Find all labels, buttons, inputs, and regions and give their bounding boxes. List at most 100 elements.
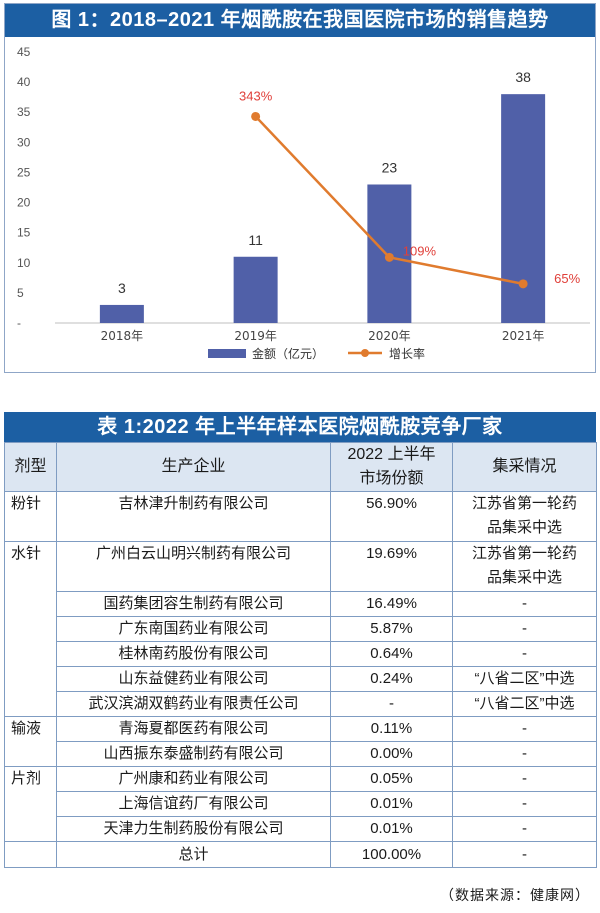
figure-title: 图 1：2018–2021 年烟酰胺在我国医院市场的销售趋势 — [5, 4, 595, 37]
y-tick-label: 25 — [17, 165, 31, 179]
company-cell: 武汉滨湖双鹤药业有限责任公司 — [56, 691, 331, 717]
table-row: 桂林南药股份有限公司 0.64% - — [5, 641, 597, 667]
table-row: 水针 广州白云山明兴制药有限公司 19.69% 江苏省第一轮药 品集采中选 — [4, 541, 597, 717]
company-cell: 山东益健药业有限公司 — [56, 666, 331, 692]
y-tick-label: 5 — [17, 286, 24, 300]
company-cell: 吉林津升制药有限公司 — [56, 491, 331, 542]
column-header: 2022 上半年 市场份额 — [330, 442, 453, 492]
company-cell: 广州康和药业有限公司 — [56, 766, 331, 792]
market-share-cell: - — [330, 691, 453, 717]
bar — [99, 304, 144, 323]
table-row: 武汉滨湖双鹤药业有限责任公司 - “八省二区”中选 — [5, 691, 597, 717]
table-row: 输液 青海夏都医药有限公司 0.11% - — [4, 716, 597, 767]
table-row: 广东南国药业有限公司 5.87% - — [5, 616, 597, 642]
table-row: 粉针 吉林津升制药有限公司 56.90% 江苏省第一轮药 品集采中选 — [4, 491, 597, 542]
bar — [501, 94, 546, 324]
procurement-cell: - — [452, 741, 597, 767]
bar-value-label: 3 — [118, 280, 126, 296]
company-cell: 天津力生制药股份有限公司 — [56, 816, 331, 842]
legend-label-rate: 增长率 — [389, 346, 425, 361]
table-header-row: 剂型 生产企业 2022 上半年 市场份额 集采情况 — [4, 442, 597, 492]
sales-trend-figure: 图 1：2018–2021 年烟酰胺在我国医院市场的销售趋势 45 40 35 30 2… — [4, 3, 596, 373]
competitor-table: 剂型 生产企业 2022 上半年 市场份额 集采情况 粉针 吉林津升制药有限公司 56.9… — [4, 442, 597, 868]
company-cell: 山西振东泰盛制药有限公司 — [56, 741, 331, 767]
y-tick-label: 20 — [17, 196, 31, 210]
growth-rate-label: 65% — [554, 271, 580, 286]
company-cell: 国药集团容生制药有限公司 — [56, 591, 331, 617]
table-row: 天津力生制药股份有限公司 0.01% - — [5, 816, 597, 842]
market-share-cell: 5.87% — [330, 616, 453, 642]
y-tick-label: 45 — [17, 45, 31, 59]
procurement-cell: 江苏省第一轮药 品集采中选 — [452, 491, 597, 542]
company-cell: 桂林南药股份有限公司 — [56, 641, 331, 667]
x-tick-label: 2018年 — [101, 329, 144, 343]
total-blank-cell — [4, 841, 57, 868]
market-share-cell: 0.24% — [330, 666, 453, 692]
procurement-cell: “八省二区”中选 — [452, 691, 597, 717]
y-tick-label: 10 — [17, 256, 31, 270]
market-share-cell: 16.49% — [330, 591, 453, 617]
market-share-cell: 0.01% — [330, 816, 453, 842]
bar-value-label: 23 — [382, 159, 398, 175]
procurement-cell: - — [452, 616, 597, 642]
growth-rate-point — [251, 111, 261, 121]
growth-rate-point — [384, 252, 394, 262]
x-tick-label: 2020年 — [368, 329, 411, 343]
x-tick-label: 2019年 — [234, 329, 277, 343]
procurement-cell: - — [452, 591, 597, 617]
procurement-cell: - — [452, 816, 597, 842]
table-row: 山东益健药业有限公司 0.24% “八省二区”中选 — [5, 666, 597, 692]
y-tick-label: 30 — [17, 135, 31, 149]
table-row: 片剂 广州康和药业有限公司 0.05% - — [4, 766, 597, 842]
column-header: 剂型 — [4, 442, 57, 492]
table-row: 山西振东泰盛制药有限公司 0.00% - — [5, 741, 597, 767]
market-share-cell: 0.00% — [330, 741, 453, 767]
legend-swatch-amount — [208, 349, 246, 358]
data-source-note: （数据来源：健康网） — [440, 888, 590, 904]
bar-value-label: 11 — [248, 232, 263, 248]
y-tick-label: 35 — [17, 105, 31, 119]
company-cell: 广州白云山明兴制药有限公司 — [56, 541, 331, 592]
total-share-cell: 100.00% — [330, 841, 453, 868]
total-label-cell: 总计 — [56, 841, 331, 868]
dosage-form-cell: 水针 — [4, 541, 57, 717]
procurement-cell: - — [452, 641, 597, 667]
market-share-cell: 0.64% — [330, 641, 453, 667]
dosage-form-cell: 片剂 — [4, 766, 57, 842]
company-cell: 青海夏都医药有限公司 — [56, 716, 331, 742]
bar — [233, 256, 278, 323]
dosage-form-cell: 粉针 — [4, 491, 57, 542]
total-procurement-cell: - — [452, 841, 597, 868]
column-header: 集采情况 — [452, 442, 597, 492]
market-share-cell: 56.90% — [330, 491, 453, 542]
table-row: 上海信谊药厂有限公司 0.01% - — [5, 791, 597, 817]
table-row: 国药集团容生制药有限公司 16.49% - — [5, 591, 597, 617]
company-cell: 上海信谊药厂有限公司 — [56, 791, 331, 817]
growth-rate-label: 109% — [403, 243, 437, 258]
x-tick-label: 2021年 — [502, 329, 545, 343]
column-header: 生产企业 — [56, 442, 331, 492]
company-cell: 广东南国药业有限公司 — [56, 616, 331, 642]
procurement-cell: 江苏省第一轮药 品集采中选 — [452, 541, 597, 592]
total-row: 总计 100.00% - — [4, 841, 597, 868]
growth-rate-label: 343% — [239, 88, 273, 103]
market-share-cell: 19.69% — [330, 541, 453, 592]
procurement-cell: - — [452, 766, 597, 792]
market-share-cell: 0.11% — [330, 716, 453, 742]
y-tick-label: - — [17, 316, 21, 330]
procurement-cell: - — [452, 716, 597, 742]
y-tick-label: 15 — [17, 226, 31, 240]
table-body: 粉针 吉林津升制药有限公司 56.90% 江苏省第一轮药 品集采中选 水针 广州白云山明兴… — [4, 491, 597, 868]
dosage-form-cell: 输液 — [4, 716, 57, 767]
growth-rate-point — [518, 279, 528, 289]
bar-value-label: 38 — [515, 69, 531, 85]
y-tick-label: 40 — [17, 75, 31, 89]
procurement-cell: - — [452, 791, 597, 817]
market-share-cell: 0.05% — [330, 766, 453, 792]
legend-label-amount: 金额（亿元） — [252, 346, 324, 361]
sales-trend-chart: 45 40 35 30 25 20 15 10 5 - 3 11 23 38 2018年 2019年 2020年… — [17, 45, 590, 361]
market-share-cell: 0.01% — [330, 791, 453, 817]
procurement-cell: “八省二区”中选 — [452, 666, 597, 692]
legend-swatch-rate-marker — [361, 349, 369, 357]
table-title: 表 1:2022 年上半年样本医院烟酰胺竞争厂家 — [4, 412, 596, 442]
